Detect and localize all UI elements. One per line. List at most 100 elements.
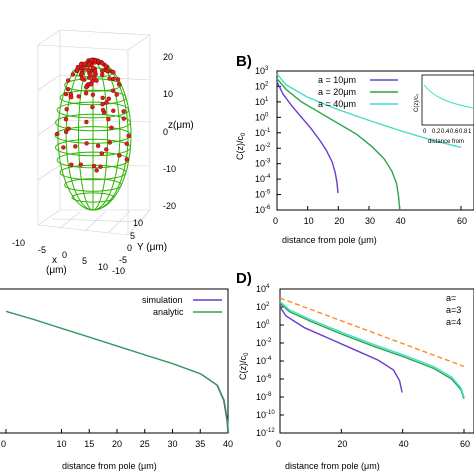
panel-b-y-ticks: 103 102 101 100 10-1 10-2 10-3 10-4 10-5 10-6 bbox=[255, 66, 281, 215]
receptor-point bbox=[94, 78, 99, 83]
receptor-point bbox=[91, 163, 97, 169]
receptor-point bbox=[66, 126, 71, 131]
receptor-point bbox=[61, 145, 66, 150]
x-tick-label: 20 bbox=[112, 439, 122, 449]
receptor-point bbox=[83, 85, 89, 90]
receptor-point bbox=[121, 116, 127, 121]
receptor-point bbox=[95, 143, 101, 149]
panel-b: B) 10310210110010-110-210-310-410-510-6 … bbox=[235, 53, 474, 245]
legend-label: a= bbox=[446, 293, 456, 303]
panel-b-y-label: C(z)/c0 bbox=[235, 132, 247, 160]
y-tick-label: 10-2 bbox=[256, 338, 272, 348]
receptor-point bbox=[78, 162, 84, 167]
panel-a: 20 10 0 -10 -20 z(μm) -10 -5 0 5 10 x (μ… bbox=[12, 29, 194, 276]
receptor-point bbox=[86, 62, 92, 67]
receptor-point bbox=[99, 151, 105, 156]
y-tick-label: 10-6 bbox=[255, 205, 271, 215]
y-tick-label: 10-10 bbox=[256, 410, 275, 420]
receptor-point bbox=[94, 168, 99, 173]
legend-label: a = 10μm bbox=[318, 75, 356, 85]
receptor-point bbox=[104, 100, 109, 105]
y-tick: -10 bbox=[112, 266, 125, 276]
legend-label: analytic bbox=[153, 307, 184, 317]
inset-x-tick: 1 bbox=[468, 129, 472, 135]
x-tick: 0 bbox=[62, 250, 67, 260]
y-tick-label: 102 bbox=[256, 302, 270, 312]
panel-d-label: D) bbox=[236, 270, 252, 287]
z-tick: 10 bbox=[163, 89, 173, 99]
x-tick-label: 0 bbox=[273, 216, 278, 226]
y-tick-label: 10-12 bbox=[256, 428, 275, 438]
x-tick-label: 25 bbox=[140, 439, 150, 449]
receptor-point bbox=[65, 78, 71, 83]
receptor-point bbox=[88, 72, 93, 78]
y-tick: 10 bbox=[133, 218, 143, 228]
panel-d-frame bbox=[279, 288, 474, 434]
receptor-point bbox=[111, 108, 116, 114]
panel-b-legend: a = 10μm a = 20μm a = 40μm bbox=[318, 75, 398, 109]
receptor-point bbox=[81, 65, 86, 71]
inset-x-ticks: 0 0.2 0.4 0.6 0.8 1 bbox=[423, 129, 472, 135]
panel-d-x-ticks: 0 20 40 60 bbox=[276, 429, 470, 449]
receptor-point bbox=[69, 162, 74, 167]
y-tick-label: 100 bbox=[256, 320, 270, 330]
receptor-point bbox=[116, 82, 122, 87]
receptor-point bbox=[83, 91, 89, 96]
x-tick: 5 bbox=[82, 256, 87, 266]
x-axis-label-line2: (μm) bbox=[46, 265, 67, 276]
z-tick: 0 bbox=[163, 127, 168, 137]
receptor-point bbox=[92, 69, 98, 74]
series-line bbox=[276, 78, 401, 211]
y-tick-label: 103 bbox=[255, 66, 269, 76]
series-line bbox=[279, 301, 465, 398]
receptor-point bbox=[111, 69, 116, 75]
panel-d-x-label: distance from pole (μm) bbox=[285, 461, 380, 471]
mesh-meridian bbox=[92, 59, 129, 211]
receptor-point bbox=[63, 91, 69, 97]
x-tick-label: 0 bbox=[1, 439, 6, 449]
mesh-meridian bbox=[65, 59, 94, 211]
receptor-point bbox=[79, 76, 85, 81]
panel-c: 0 10 15 20 25 30 35 40 distance from pole (μm) … bbox=[0, 288, 233, 471]
series-line bbox=[276, 81, 339, 194]
panel-d: D) 104 102 100 10-2 10-4 10-6 10-8 10-10 10-12 0… bbox=[236, 270, 474, 471]
inset-x-tick: 0 bbox=[423, 129, 427, 135]
receptor-point bbox=[100, 101, 105, 107]
x-tick-label: 35 bbox=[195, 439, 205, 449]
inset-x-tick: 0.8 bbox=[459, 129, 468, 135]
panel-b-x-ticks: 0 10 20 30 40 60 bbox=[273, 206, 467, 226]
x-axis-label-line1: x bbox=[52, 255, 57, 266]
receptor-point bbox=[63, 129, 69, 135]
x-tick-label: 20 bbox=[334, 216, 344, 226]
receptor-points bbox=[55, 57, 131, 173]
y-tick-label: 100 bbox=[255, 112, 269, 122]
x-tick: 10 bbox=[98, 262, 108, 272]
y-axis-label: Y (μm) bbox=[137, 242, 167, 253]
inset-x-tick: 0.4 bbox=[441, 129, 450, 135]
receptor-point bbox=[84, 141, 89, 146]
x-tick-label: 40 bbox=[223, 439, 233, 449]
inset-x-label: distance from bbox=[428, 139, 464, 145]
mesh-meridian bbox=[78, 59, 94, 211]
x-tick: -10 bbox=[12, 238, 25, 248]
receptor-point bbox=[89, 82, 94, 87]
x-tick-label: 20 bbox=[337, 439, 347, 449]
z-tick: 20 bbox=[163, 52, 173, 62]
y-tick-label: 101 bbox=[255, 97, 269, 107]
receptor-point bbox=[73, 144, 78, 149]
receptor-point bbox=[100, 107, 106, 113]
x-tick-label: 0 bbox=[276, 439, 281, 449]
receptor-point bbox=[105, 68, 110, 74]
receptor-point bbox=[78, 62, 84, 67]
legend-label: a = 40μm bbox=[318, 99, 356, 109]
receptor-point bbox=[90, 104, 95, 110]
y-tick: -5 bbox=[119, 255, 127, 265]
receptor-point bbox=[76, 94, 81, 99]
inset-x-tick: 0.2 bbox=[432, 129, 441, 135]
receptor-point bbox=[92, 75, 97, 80]
panel-c-x-ticks: 0 10 15 20 25 30 35 40 bbox=[1, 429, 233, 449]
receptor-point bbox=[98, 164, 103, 169]
receptor-point bbox=[55, 131, 60, 137]
receptor-point bbox=[114, 92, 119, 97]
